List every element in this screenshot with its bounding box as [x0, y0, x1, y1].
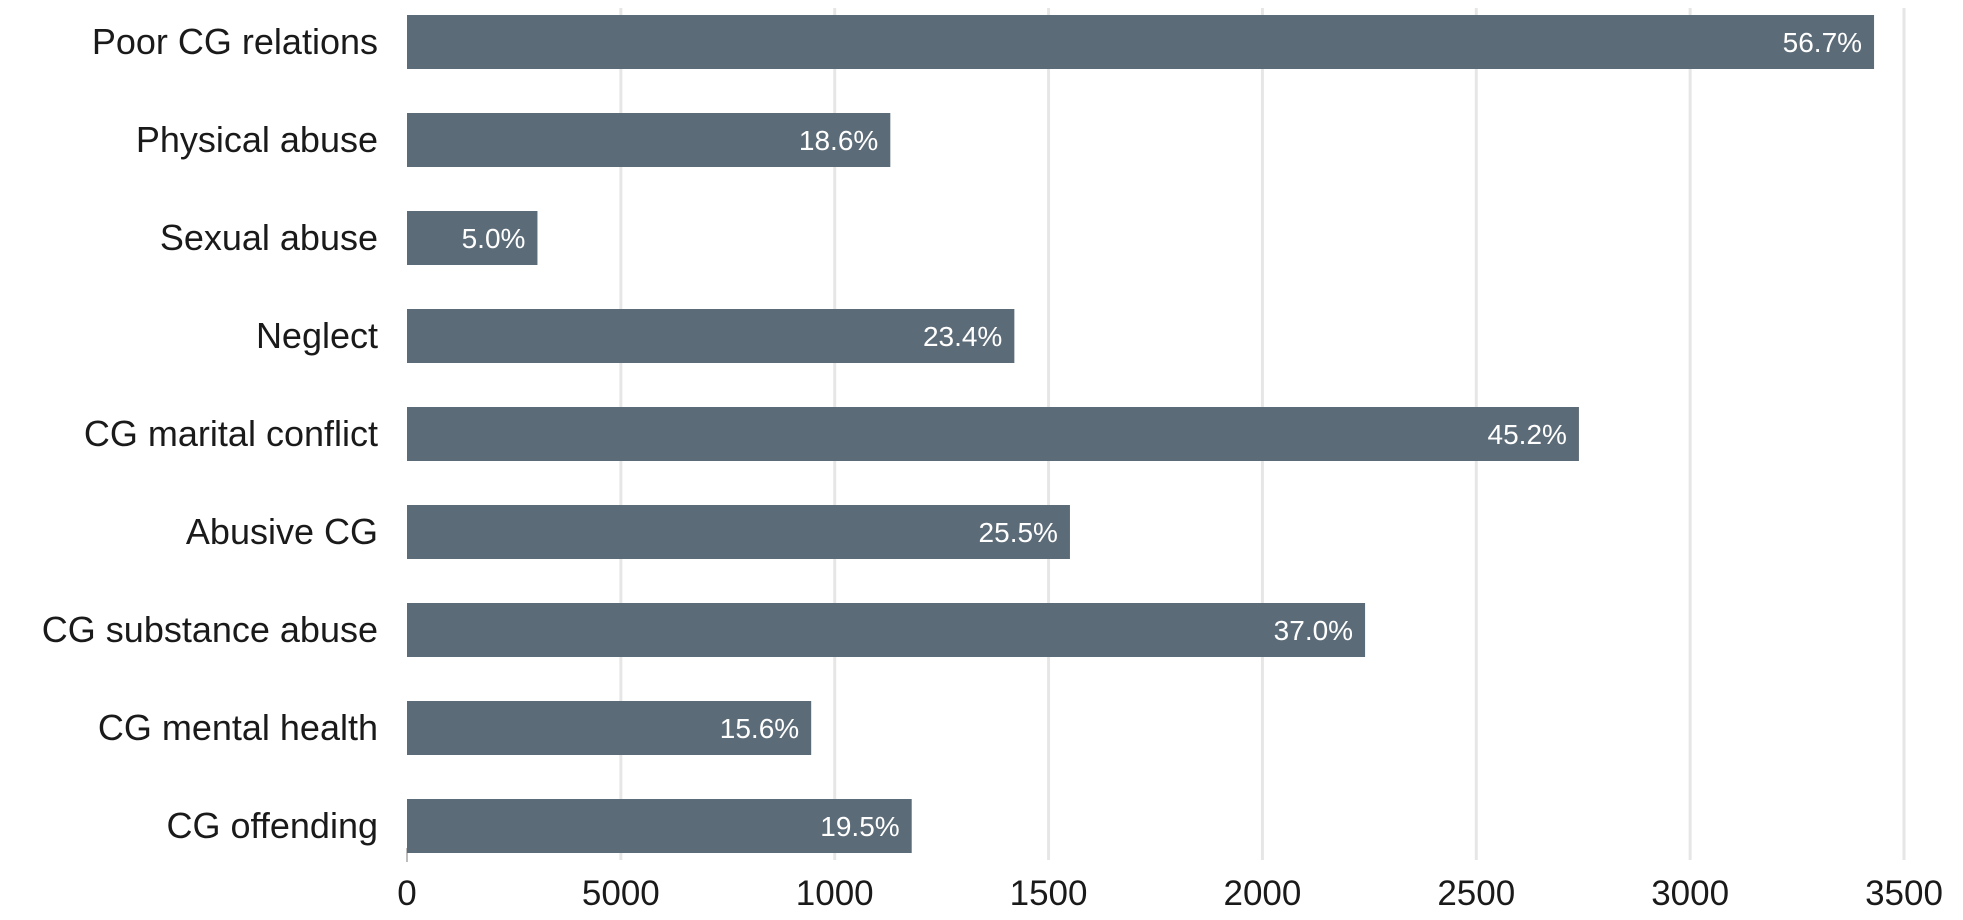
category-label: CG offending: [167, 805, 378, 846]
data-label: 23.4%: [923, 321, 1002, 352]
bar: [407, 701, 812, 755]
category-label: Poor CG relations: [92, 21, 378, 62]
bar: [407, 603, 1366, 657]
x-tick-label: 3000: [1651, 874, 1729, 913]
x-tick-label: 0: [397, 874, 416, 913]
data-label: 45.2%: [1488, 419, 1567, 450]
category-label: CG substance abuse: [42, 609, 378, 650]
category-label: CG mental health: [98, 707, 378, 748]
data-label: 56.7%: [1783, 27, 1862, 58]
data-label: 37.0%: [1274, 615, 1353, 646]
category-label: CG marital conflict: [84, 413, 378, 454]
x-tick-label: 2000: [1223, 874, 1301, 913]
category-label: Sexual abuse: [160, 217, 378, 258]
bars: 56.7% 18.6% 5.0% 23.4% 45.2% 25.5% 37.0% 15.6% 1…: [407, 15, 1875, 853]
x-tick-label: 1500: [1010, 874, 1088, 913]
x-tick-label: 3500: [1865, 874, 1943, 913]
data-label: 25.5%: [979, 517, 1058, 548]
data-label: 5.0%: [462, 223, 526, 254]
category-label: Physical abuse: [136, 119, 378, 160]
bar: [407, 15, 1875, 69]
x-tick-label: 5000: [582, 874, 660, 913]
category-labels: Poor CG relations Physical abuse Sexual ab…: [42, 21, 378, 846]
bar: [407, 211, 538, 265]
data-label: 15.6%: [720, 713, 799, 744]
bar: [407, 113, 891, 167]
bar: [407, 407, 1579, 461]
x-tick-label: 2500: [1437, 874, 1515, 913]
category-label: Neglect: [256, 315, 378, 356]
x-axis-ticks: 0 5000 1000 1500 2000 2500 3000 3500: [397, 874, 1943, 913]
bar: [407, 799, 912, 853]
x-tick-label: 1000: [796, 874, 874, 913]
bar: [407, 505, 1070, 559]
data-label: 19.5%: [820, 811, 899, 842]
data-label: 18.6%: [799, 125, 878, 156]
bar: [407, 309, 1015, 363]
category-label: Abusive CG: [186, 511, 378, 552]
